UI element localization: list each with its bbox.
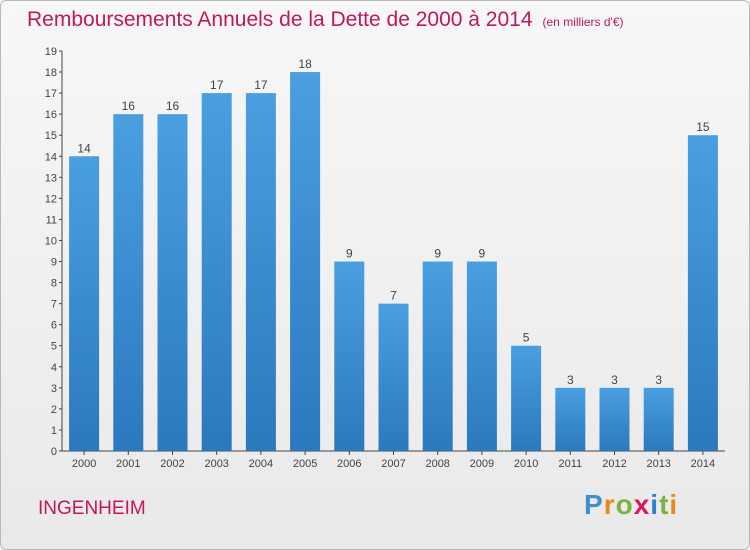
y-tick-label: 19 bbox=[45, 46, 57, 58]
x-tick-label: 2004 bbox=[249, 458, 273, 470]
x-tick-label: 2000 bbox=[72, 458, 96, 470]
logo-letter: r bbox=[603, 489, 616, 520]
bar-2012[interactable] bbox=[599, 387, 630, 451]
x-tick-label: 2013 bbox=[646, 458, 670, 470]
bar-value-label: 16 bbox=[166, 99, 180, 113]
y-tick-label: 11 bbox=[46, 214, 57, 226]
x-tick-label: 2009 bbox=[470, 458, 494, 470]
x-tick-label: 2014 bbox=[691, 458, 715, 470]
bar-2011[interactable] bbox=[555, 387, 586, 451]
x-tick-label: 2005 bbox=[293, 458, 317, 470]
x-tick-label: 2003 bbox=[204, 458, 228, 470]
y-tick-label: 9 bbox=[51, 257, 57, 269]
x-tick-label: 2008 bbox=[425, 458, 449, 470]
bar-value-label: 3 bbox=[655, 373, 662, 387]
bar-2008[interactable] bbox=[422, 261, 453, 451]
y-tick-label: 16 bbox=[45, 109, 57, 121]
bar-value-label: 15 bbox=[696, 120, 710, 134]
y-tick-label: 13 bbox=[45, 172, 57, 184]
chart-subtitle: (en milliers d'€) bbox=[542, 15, 624, 29]
x-tick-label: 2007 bbox=[381, 458, 405, 470]
x-tick-label: 2011 bbox=[558, 458, 582, 470]
y-tick-label: 3 bbox=[51, 383, 57, 395]
y-tick-label: 15 bbox=[45, 130, 57, 142]
bar-value-label: 9 bbox=[479, 247, 486, 261]
y-tick-label: 2 bbox=[51, 404, 57, 416]
logo-letter: P bbox=[584, 489, 604, 520]
bar-value-label: 7 bbox=[390, 289, 397, 303]
logo-letter: x bbox=[633, 489, 651, 520]
x-tick-label: 2012 bbox=[602, 458, 626, 470]
y-tick-label: 0 bbox=[51, 446, 57, 458]
chart-title: Remboursements Annuels de la Dette de 20… bbox=[27, 8, 624, 32]
bar-value-label: 17 bbox=[210, 78, 224, 92]
bar-2009[interactable] bbox=[466, 261, 497, 451]
bar-2005[interactable] bbox=[290, 72, 321, 451]
bar-2001[interactable] bbox=[113, 114, 144, 451]
x-tick-label: 2010 bbox=[514, 458, 538, 470]
y-tick-label: 4 bbox=[51, 362, 57, 374]
bar-value-label: 16 bbox=[122, 99, 136, 113]
logo-letter: i bbox=[650, 489, 660, 520]
bar-2002[interactable] bbox=[157, 114, 188, 451]
proxiti-logo[interactable]: Proxiti bbox=[584, 489, 678, 521]
bars bbox=[69, 72, 718, 452]
bar-2004[interactable] bbox=[245, 93, 276, 452]
bar-2014[interactable] bbox=[687, 135, 718, 452]
logo-letter: t bbox=[659, 489, 670, 520]
y-tick-label: 14 bbox=[45, 151, 57, 163]
logo-letter: o bbox=[615, 489, 634, 520]
y-tick-label: 18 bbox=[45, 67, 57, 79]
bar-value-label: 14 bbox=[77, 141, 91, 155]
bar-value-label: 18 bbox=[298, 57, 312, 71]
bar-2003[interactable] bbox=[201, 93, 232, 452]
x-tick-label: 2002 bbox=[160, 458, 184, 470]
chart-title-text: Remboursements Annuels de la Dette de 20… bbox=[27, 8, 533, 31]
commune-name: INGENHEIM bbox=[38, 498, 146, 519]
y-tick-label: 7 bbox=[51, 299, 57, 311]
bar-2000[interactable] bbox=[69, 156, 100, 451]
bar-2010[interactable] bbox=[511, 345, 542, 451]
bar-value-label: 5 bbox=[523, 331, 530, 345]
logo-letter: i bbox=[669, 489, 679, 520]
bar-value-label: 17 bbox=[254, 78, 268, 92]
y-tick-label: 1 bbox=[51, 425, 57, 437]
bar-value-label: 3 bbox=[567, 373, 574, 387]
bar-2006[interactable] bbox=[334, 261, 365, 451]
data-labels: 14 16 16 17 17 18 9 7 9 9 5 3 3 3 15 bbox=[77, 57, 709, 387]
y-tick-label: 8 bbox=[51, 278, 57, 290]
y-tick-label: 17 bbox=[45, 88, 57, 100]
bar-value-label: 3 bbox=[611, 373, 618, 387]
y-tick-label: 10 bbox=[45, 235, 57, 247]
bar-2013[interactable] bbox=[643, 387, 674, 451]
x-tick-label: 2001 bbox=[116, 458, 140, 470]
y-tick-label: 12 bbox=[45, 193, 57, 205]
bar-value-label: 9 bbox=[434, 247, 441, 261]
x-tick-label: 2006 bbox=[337, 458, 361, 470]
y-tick-label: 5 bbox=[51, 341, 57, 353]
bar-value-label: 9 bbox=[346, 247, 353, 261]
bar-2007[interactable] bbox=[378, 303, 409, 451]
y-tick-label: 6 bbox=[51, 320, 57, 332]
